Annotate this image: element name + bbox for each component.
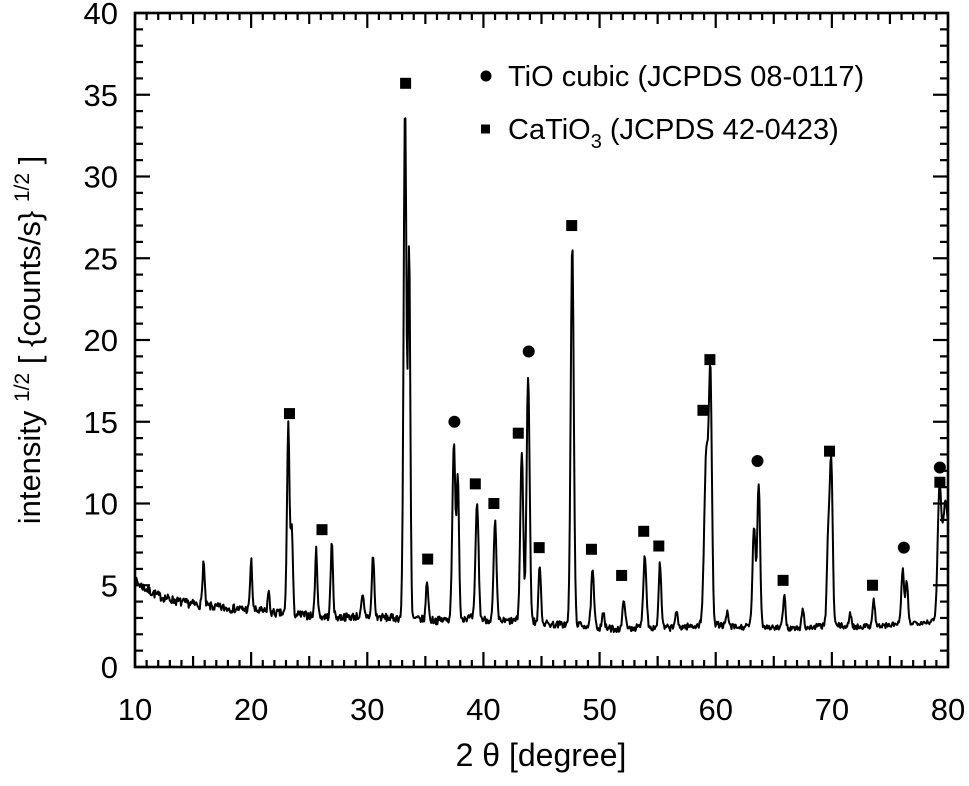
catio3-marker-icon (616, 569, 628, 581)
tio-cubic-marker-icon (448, 415, 461, 428)
catio3-marker-icon (422, 553, 434, 565)
catio3-marker-icon (585, 543, 597, 555)
diffraction-curve (134, 117, 949, 634)
y-tick-label: 10 (84, 487, 118, 522)
x-tick-label: 30 (350, 692, 384, 727)
axis-ticks (133, 11, 950, 669)
catio3-marker-icon (653, 540, 665, 552)
catio3-marker-icon (533, 542, 545, 554)
y-tick-label: 35 (84, 78, 118, 113)
x-tick-label: 60 (698, 692, 732, 727)
x-tick-label: 10 (118, 692, 152, 727)
legend: TiO cubic (JCPDS 08-0117) CaTiO3 (JCPDS 4… (480, 61, 864, 153)
y-tick-label: 0 (101, 650, 118, 685)
y-tick-label: 15 (84, 405, 118, 440)
y-axis-title: intensity 1/2 [ {counts/s} 1/2 ] (11, 156, 47, 525)
catio3-marker-icon (697, 404, 709, 416)
x-tick-label: 80 (931, 692, 965, 727)
x-axis-title: 2 θ [degree] (456, 737, 627, 773)
xrd-trace (134, 117, 949, 634)
x-tick-label: 20 (234, 692, 268, 727)
catio3-marker-icon (469, 478, 481, 490)
y-tick-label: 30 (84, 160, 118, 195)
y-tick-label: 20 (84, 323, 118, 358)
catio3-marker-icon (704, 354, 716, 366)
subscript: 3 (591, 131, 602, 153)
legend-square-icon (481, 124, 490, 134)
catio3-marker-icon (824, 445, 836, 457)
catio3-markers (283, 77, 946, 591)
catio3-marker-icon (638, 525, 650, 537)
catio3-marker-icon (867, 579, 879, 591)
tio-cubic-marker-icon (933, 461, 946, 474)
catio3-marker-icon (316, 524, 328, 536)
y-tick-label: 40 (84, 0, 118, 31)
x-tick-label: 70 (815, 692, 849, 727)
x-tick-label: 50 (582, 692, 616, 727)
y-tick-label: 5 (101, 568, 118, 603)
legend-circle-icon (480, 70, 492, 82)
y-tick-label: 25 (84, 241, 118, 276)
catio3-marker-icon (934, 476, 946, 488)
y-tick-labels: 0 5 10 15 20 25 30 35 40 (84, 0, 118, 685)
catio3-marker-icon (512, 427, 524, 439)
tio-cubic-markers (448, 345, 946, 554)
catio3-marker-icon (488, 498, 500, 509)
superscript: 1/2 (11, 173, 34, 202)
catio3-marker-icon (777, 574, 789, 586)
catio3-marker-icon (400, 77, 412, 89)
catio3-marker-icon (283, 408, 295, 420)
catio3-marker-icon (566, 220, 578, 232)
legend-label: TiO cubic (JCPDS 08-0117) (508, 61, 864, 93)
tio-cubic-marker-icon (522, 345, 535, 358)
x-tick-label: 40 (466, 692, 500, 727)
tio-cubic-marker-icon (897, 541, 910, 554)
legend-label: CaTiO3 (JCPDS 42-0423) (508, 114, 839, 153)
tio-cubic-marker-icon (751, 454, 764, 467)
x-tick-labels: 10 20 30 40 50 60 70 80 (118, 692, 965, 727)
superscript: 1/2 (11, 373, 34, 402)
